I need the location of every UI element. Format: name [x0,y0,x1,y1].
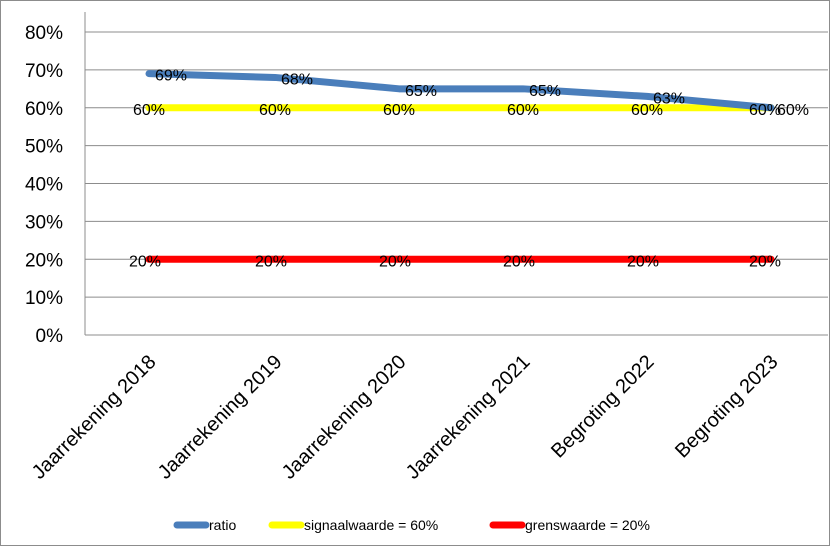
data-label-signaalwaarde: 60% [749,102,781,119]
x-category-label: Jaarrekening 2020 [278,351,411,484]
y-tick-label: 30% [25,212,63,233]
data-label-grenswaarde: 20% [627,253,659,270]
data-label-signaalwaarde: 60% [383,102,415,119]
data-label-ratio: 65% [529,83,561,100]
data-label-ratio: 65% [405,83,437,100]
legend-item: ratio [173,517,236,533]
legend-label: signaalwaarde = 60% [304,517,438,533]
data-label-ratio: 69% [155,68,187,85]
legend: ratio signaalwaarde = 60% grenswaarde = 20… [173,517,650,533]
x-category-label: Jaarrekening 2018 [28,351,161,484]
x-category-label: Jaarrekening 2021 [402,351,535,484]
data-label-grenswaarde: 20% [255,253,287,270]
data-label-ratio: 63% [653,90,685,107]
x-category-label: Jaarrekening 2019 [154,351,287,484]
legend-label: ratio [209,517,236,533]
legend-item: grenswaarde = 20% [489,517,650,533]
data-label-signaalwaarde: 60% [507,102,539,119]
y-tick-label: 20% [25,250,63,271]
data-label-grenswaarde: 20% [379,253,411,270]
data-label-ratio: 68% [281,71,313,88]
legend-label: grenswaarde = 20% [525,517,650,533]
axes [84,12,828,336]
series-lines [145,70,775,263]
x-category-label: Begroting 2023 [671,351,782,462]
data-label-signaalwaarde: 60% [259,102,291,119]
legend-item: signaalwaarde = 60% [268,517,438,533]
data-label-grenswaarde: 20% [129,253,161,270]
y-tick-label: 60% [25,99,63,120]
y-tick-label: 10% [25,288,63,309]
data-label-grenswaarde: 20% [749,253,781,270]
y-tick-label: 50% [25,137,63,158]
data-label-grenswaarde: 20% [503,253,535,270]
data-label-signaalwaarde: 60% [133,102,165,119]
data-label-ratio: 60% [777,102,809,119]
y-tick-label: 0% [36,326,64,347]
y-tick-label: 80% [25,23,63,44]
y-axis-tick-labels: 0% 10% 20% 30% 40% 50% 60% 70% 80% [25,23,63,347]
y-tick-label: 40% [25,175,63,196]
y-tick-label: 70% [25,61,63,82]
series-line-ratio [145,70,775,112]
data-labels: 69% 68%65% 65% 63%60%60% 60% 60% 60% 60% 60%20% 2… [129,68,809,271]
x-category-label: Begroting 2022 [547,351,658,462]
data-label-signaalwaarde: 60% [631,102,663,119]
